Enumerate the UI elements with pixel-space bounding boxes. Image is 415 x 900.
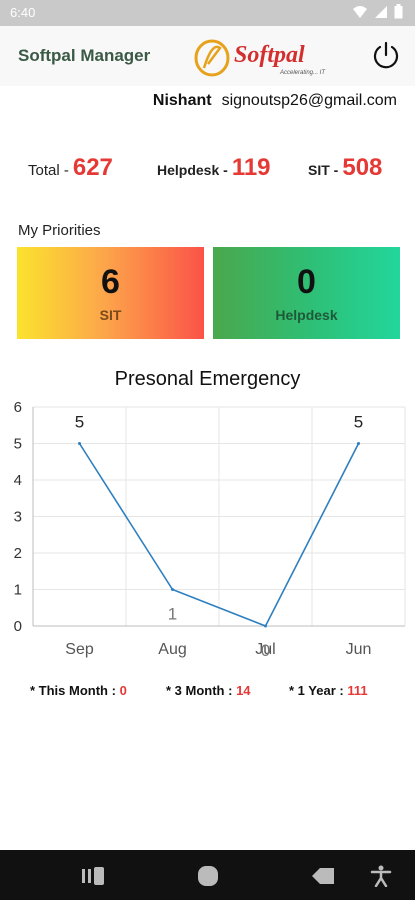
sit-priority-card[interactable]: 6 SIT	[17, 247, 204, 339]
user-email: signoutsp26@gmail.com	[221, 92, 397, 109]
user-name: Nishant	[152, 92, 212, 109]
y-tick-label: 0	[14, 618, 22, 635]
emergency-line-chart: 0 1 2 3 4 5 6 Sep Aug Jul Jun 5 1 0 5	[14, 399, 406, 660]
logo-tagline: Accelerating... IT	[279, 70, 326, 76]
recent-apps-icon[interactable]	[80, 865, 106, 887]
x-tick-label: Jul	[255, 641, 275, 658]
three-month-value: 14	[236, 683, 251, 698]
one-year-summary: * 1 Year : 111	[289, 683, 368, 698]
user-info: Nishant signoutsp26@gmail.com	[153, 92, 397, 110]
helpdesk-priority-card[interactable]: 0 Helpdesk	[213, 247, 400, 339]
app-bar: Softpal Manager Softpal Accelerating... …	[0, 26, 415, 86]
one-year-label: * 1 Year :	[289, 683, 344, 698]
accessibility-icon[interactable]	[368, 865, 394, 887]
power-icon[interactable]	[371, 40, 401, 70]
this-month-summary: * This Month : 0	[30, 683, 127, 698]
softpal-logo: Softpal Accelerating... IT	[194, 39, 326, 77]
back-icon[interactable]	[310, 865, 336, 887]
x-tick-label: Aug	[158, 641, 186, 658]
system-nav-bar	[0, 850, 415, 900]
sit-count: SIT - 508	[308, 154, 382, 182]
y-tick-label: 1	[14, 582, 22, 599]
helpdesk-count: Helpdesk - 119	[157, 154, 271, 182]
battery-icon	[394, 4, 403, 19]
sit-priority-value: 6	[101, 263, 120, 301]
chart-title: Presonal Emergency	[114, 368, 301, 390]
data-point	[171, 588, 174, 591]
status-time: 6:40	[10, 5, 36, 20]
sit-label: SIT -	[308, 162, 339, 178]
sit-priority-label: SIT	[99, 307, 122, 323]
data-label: 0	[261, 641, 270, 660]
y-tick-label: 5	[14, 436, 22, 453]
data-label: 5	[75, 413, 84, 432]
logo-text: Softpal	[234, 42, 305, 68]
series-line	[78, 443, 360, 628]
x-tick-label: Sep	[65, 641, 94, 658]
wifi-icon	[353, 5, 367, 18]
system-icons	[352, 4, 403, 19]
signal-icon	[375, 5, 387, 18]
data-point	[78, 442, 81, 445]
x-tick-label: Jun	[346, 641, 372, 658]
status-bar: 6:40	[0, 0, 415, 26]
data-point	[264, 624, 267, 628]
total-value: 627	[72, 154, 113, 181]
helpdesk-label: Helpdesk -	[157, 162, 228, 178]
helpdesk-value: 119	[231, 154, 271, 181]
sit-value: 508	[342, 154, 383, 181]
app-title: Softpal Manager	[18, 46, 151, 65]
data-point	[357, 442, 360, 445]
one-year-value: 111	[347, 683, 368, 698]
three-month-label: * 3 Month :	[166, 683, 233, 698]
this-month-value: 0	[119, 683, 127, 698]
y-tick-label: 6	[14, 399, 22, 416]
total-count: Total - 627	[28, 154, 113, 182]
total-label: Total -	[28, 162, 69, 179]
helpdesk-priority-label: Helpdesk	[275, 307, 338, 323]
this-month-label: * This Month :	[30, 683, 116, 698]
data-label: 1	[168, 605, 177, 624]
y-tick-label: 4	[14, 472, 22, 489]
data-label: 5	[354, 413, 363, 432]
helpdesk-priority-value: 0	[297, 263, 316, 301]
ticket-totals: Total - 627 Helpdesk - 119 SIT - 508	[0, 154, 415, 186]
y-tick-label: 2	[14, 545, 22, 562]
three-month-summary: * 3 Month : 14	[166, 683, 251, 698]
priorities-title: My Priorities	[18, 222, 101, 239]
home-icon[interactable]	[195, 865, 221, 887]
y-tick-label: 3	[14, 509, 22, 526]
